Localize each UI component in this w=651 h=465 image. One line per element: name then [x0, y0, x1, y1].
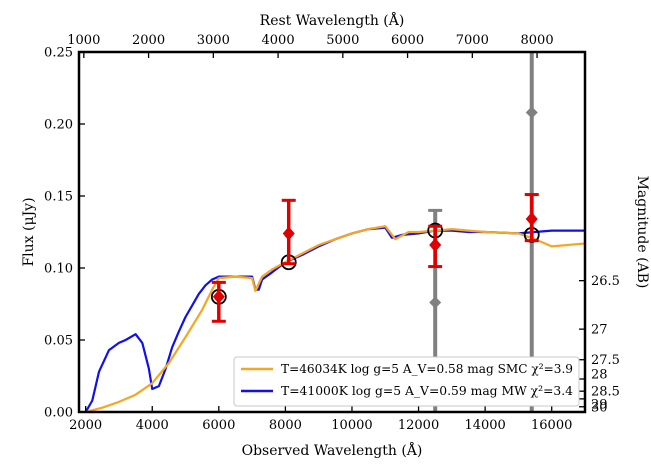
- y-tick-label-5: 0.25: [44, 46, 73, 61]
- obs-point-3: [525, 212, 538, 227]
- legend-box: [233, 356, 580, 407]
- right-tick-label-0: 26.5: [591, 274, 620, 289]
- x-tick-label-6: 14000: [464, 418, 505, 433]
- observation-points: [210, 52, 540, 412]
- y-tick-label-4: 0.20: [44, 118, 73, 133]
- y-tick-label-0: 0.00: [44, 406, 73, 421]
- top-tick-label-7: 8000: [521, 33, 554, 48]
- right-tick-label-1: 27: [591, 323, 608, 338]
- x-tick-label-5: 12000: [398, 418, 439, 433]
- series-line-0: [84, 226, 585, 412]
- x-axis-label: Observed Wavelength (Å): [242, 441, 423, 459]
- axis-ticks: 2000 4000 6000 8000 10000 12000 14000 16000 0.00…: [44, 33, 620, 433]
- right-tick-label-6: 30: [591, 400, 608, 415]
- top-tick-label-6: 7000: [456, 33, 489, 48]
- gray-point-1: [525, 106, 538, 119]
- legend: T=46034K log g=5 A_V=0.58 mag SMC χ²=3.9…: [233, 356, 580, 407]
- top-tick-label-2: 3000: [197, 33, 230, 48]
- right-tick-label-4: 28.5: [591, 385, 620, 400]
- obs-point-0: [212, 289, 225, 304]
- x-tick-label-1: 4000: [136, 418, 169, 433]
- right-tick-label-5: 29: [591, 397, 608, 412]
- y-tick-label-3: 0.15: [44, 190, 73, 205]
- y-tick-label-1: 0.05: [44, 334, 73, 349]
- x-tick-label-2: 6000: [202, 418, 235, 433]
- top-tick-label-1: 2000: [132, 33, 165, 48]
- y-axis-label: Flux (μJy): [21, 197, 37, 266]
- right-tick-label-3: 28: [591, 368, 608, 383]
- gray-point-0: [429, 296, 442, 309]
- y-tick-label-2: 0.10: [44, 262, 73, 277]
- series-line-1: [85, 225, 585, 412]
- x-tick-label-0: 2000: [69, 418, 102, 433]
- top-tick-label-3: 4000: [262, 33, 295, 48]
- model-curves: [84, 225, 585, 412]
- x-tick-label-3: 8000: [269, 418, 302, 433]
- top-tick-label-4: 5000: [326, 33, 359, 48]
- right-axis-label: Magnitude (AB): [634, 176, 650, 289]
- right-tick-label-2: 27.5: [591, 353, 620, 368]
- legend-label-mw: T=41000K log g=5 A_V=0.59 mag MW χ²=3.4: [281, 383, 573, 398]
- x-tick-label-4: 10000: [331, 418, 372, 433]
- legend-label-smc: T=46034K log g=5 A_V=0.58 mag SMC χ²=3.9: [281, 361, 573, 376]
- top-tick-label-0: 1000: [67, 33, 100, 48]
- obs-point-2: [429, 237, 442, 252]
- x-tick-label-7: 16000: [531, 418, 572, 433]
- plot-frame: [77, 50, 587, 414]
- top-tick-label-5: 6000: [391, 33, 424, 48]
- obs-point-1: [282, 226, 295, 241]
- top-axis-label: Rest Wavelength (Å): [260, 11, 405, 29]
